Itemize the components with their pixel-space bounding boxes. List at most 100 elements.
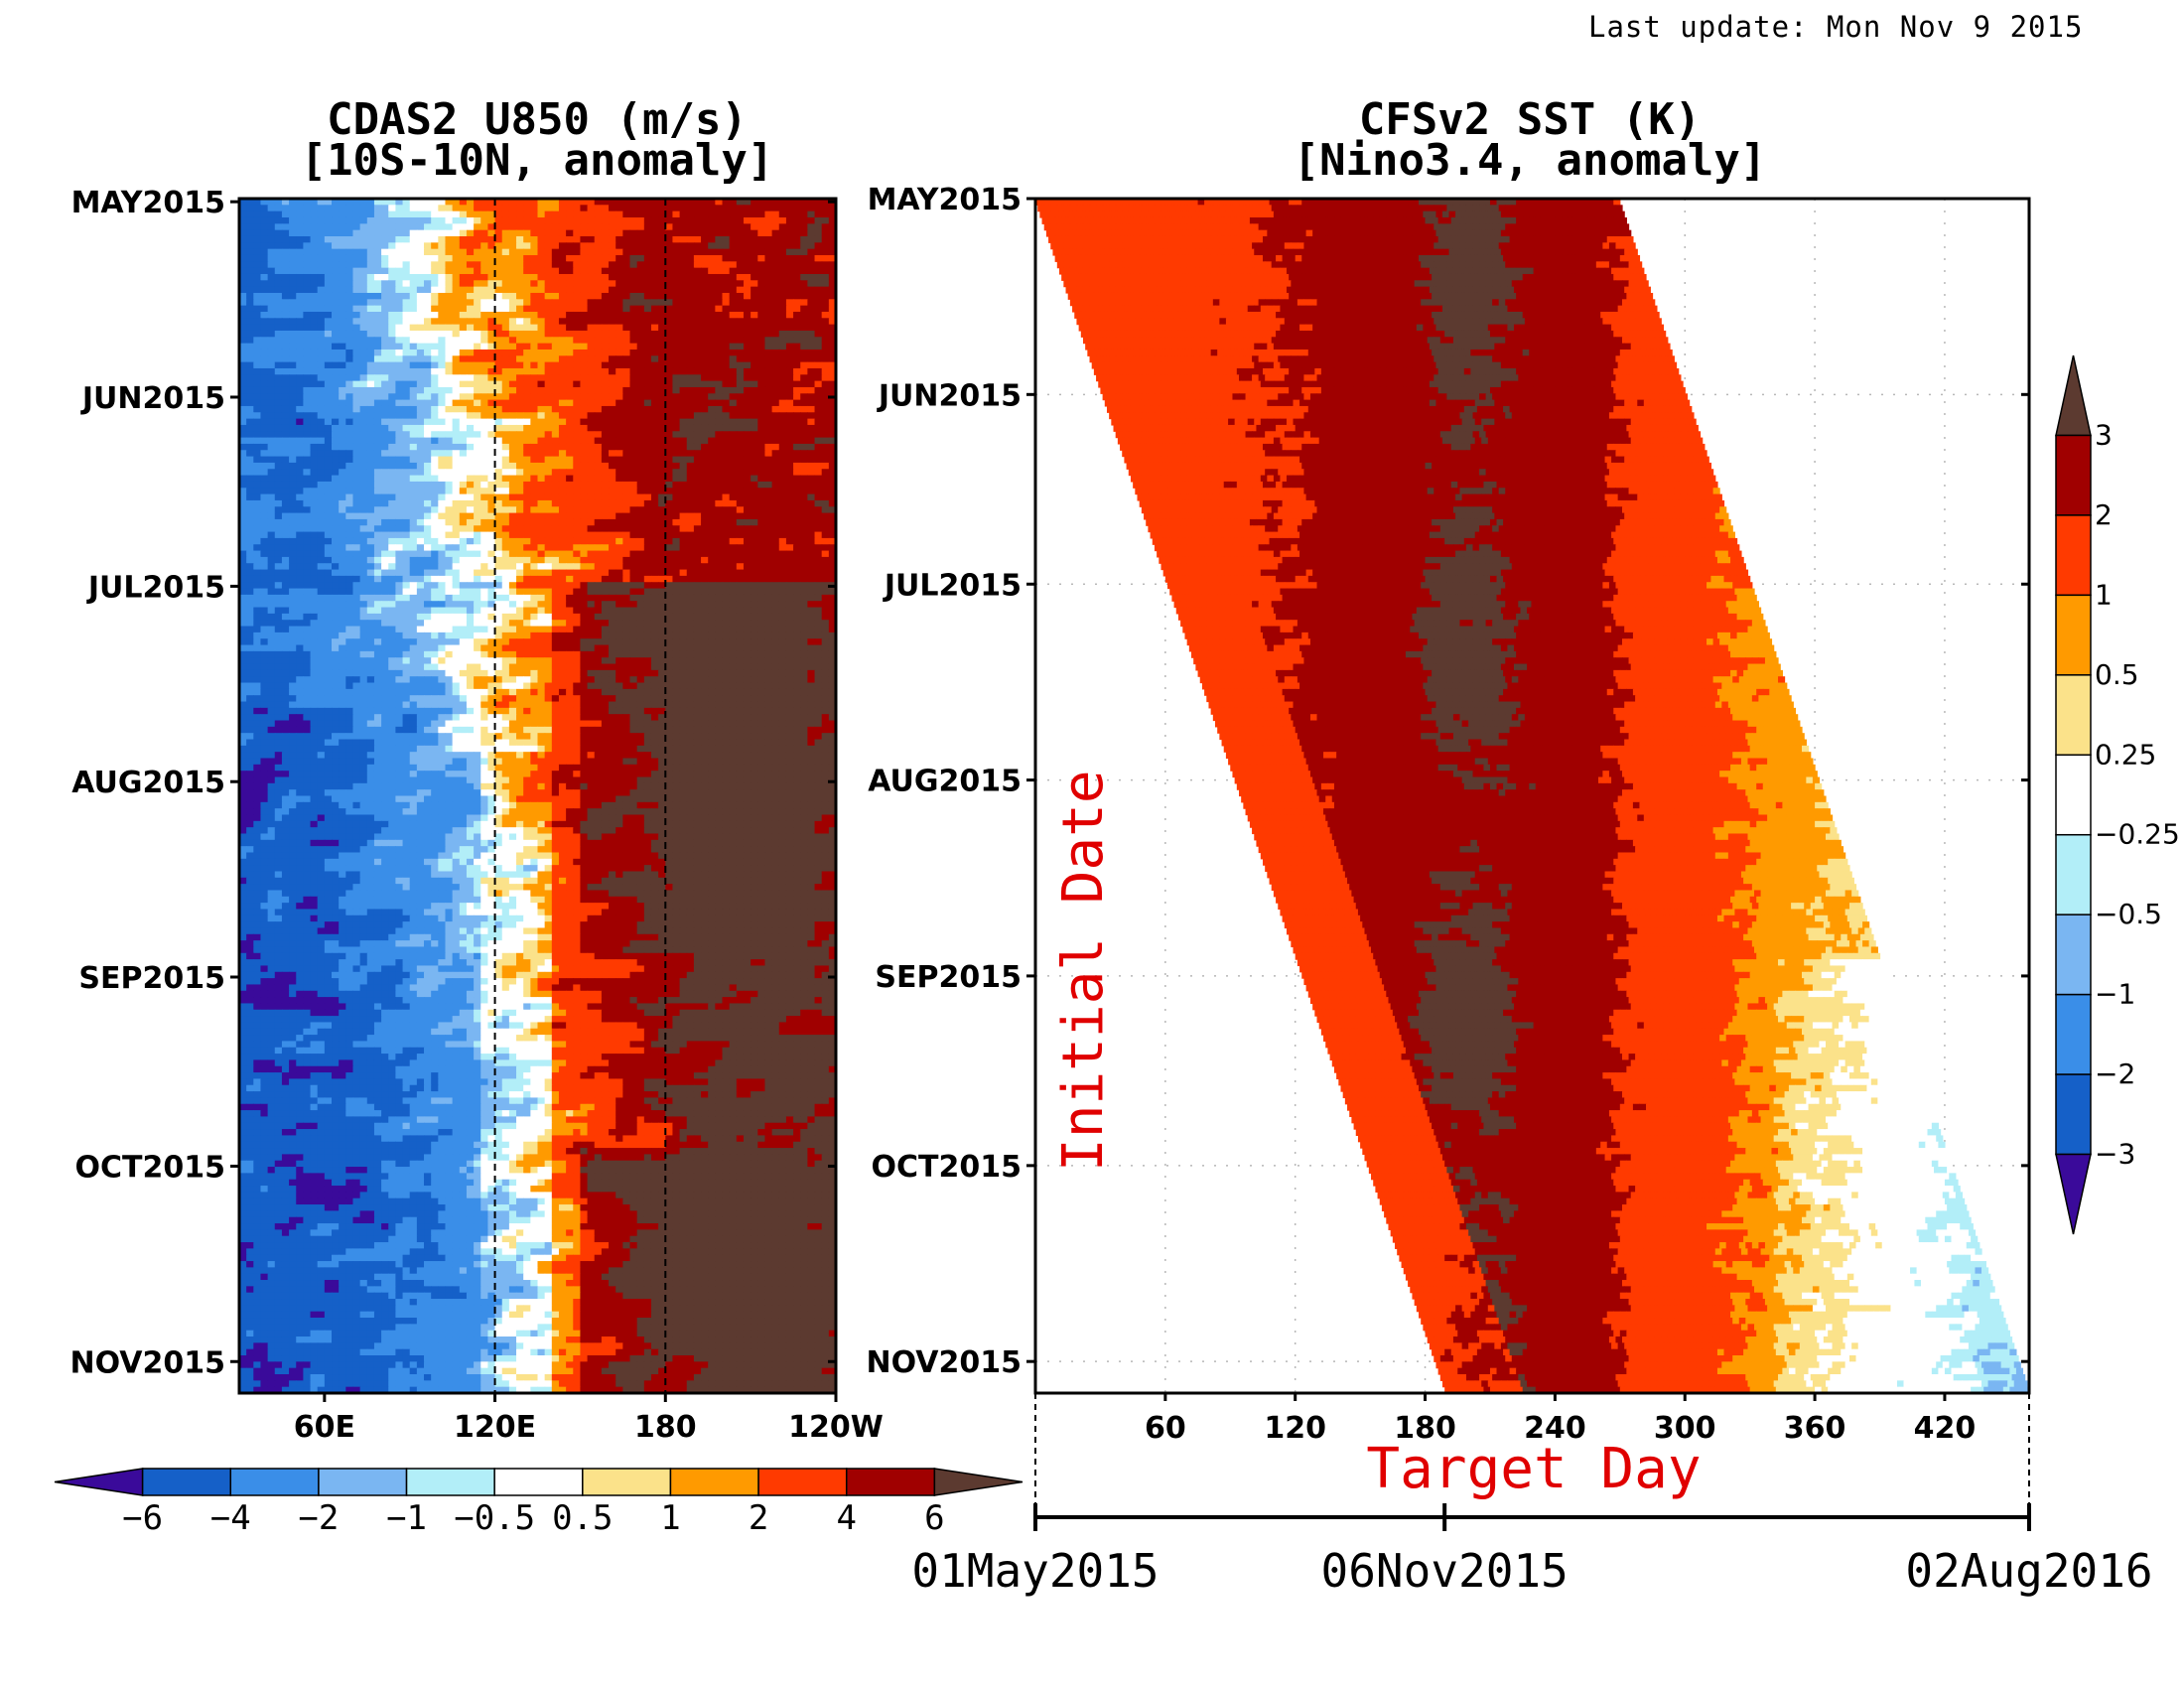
u850-cell [424, 324, 432, 332]
u850-cell [508, 311, 517, 319]
u850-cell [601, 512, 610, 520]
u850-cell [771, 544, 780, 552]
u850-cell [494, 475, 503, 483]
u850-cell [310, 499, 319, 507]
u850-cell [296, 311, 304, 319]
u850-cell [296, 199, 304, 206]
u850-cell [751, 242, 758, 250]
u850-cell [615, 280, 623, 288]
u850-cell [708, 393, 716, 401]
u850-cell [487, 499, 496, 507]
u850-cell [800, 488, 808, 495]
u850-cell [594, 456, 603, 464]
u850-cell [693, 506, 702, 514]
u850-cell [246, 280, 254, 288]
u850-cell [828, 481, 836, 489]
u850-cell [409, 216, 418, 224]
u850-cell [658, 393, 666, 401]
u850-cell [643, 324, 652, 332]
u850-cell [615, 305, 623, 313]
u850-cell [246, 481, 254, 489]
u850-cell [352, 280, 361, 288]
u850-cell [701, 254, 709, 262]
u850-cell [764, 318, 773, 326]
u850-cell [751, 506, 758, 514]
u850-cell [672, 481, 681, 489]
u850-cell [416, 386, 425, 394]
u850-cell [366, 318, 375, 326]
u850-cell [260, 437, 269, 445]
u850-cell [672, 437, 681, 445]
u850-cell [359, 437, 368, 445]
u850-cell [438, 261, 447, 269]
u850-cell [281, 355, 290, 363]
u850-cell [366, 361, 375, 369]
u850-cell [424, 343, 432, 351]
u850-cell [551, 475, 560, 483]
u850-cell [693, 424, 702, 432]
u850-cell [445, 518, 454, 526]
u850-cell [281, 443, 290, 451]
u850-cell [373, 399, 382, 407]
u850-cell [431, 556, 439, 564]
u850-cell [771, 525, 780, 533]
u850-cell [594, 412, 603, 420]
u850-cell [650, 550, 659, 558]
u850-cell [814, 324, 823, 332]
u850-cell [793, 499, 801, 507]
u850-cell [296, 324, 304, 332]
u850-cell [828, 499, 836, 507]
u850-cell [239, 355, 247, 363]
u850-cell [679, 531, 688, 539]
u850-cell [693, 399, 702, 407]
u850-cell [523, 235, 531, 243]
u850-cell [594, 518, 603, 526]
u850-cell [296, 556, 304, 564]
u850-cell [317, 361, 326, 369]
u850-cell [452, 273, 461, 281]
u850-cell [530, 367, 539, 375]
u850-cell [800, 462, 808, 470]
u850-cell [409, 223, 418, 231]
u850-cell [686, 254, 695, 262]
u850-cell [303, 205, 312, 212]
u850-cell [324, 437, 333, 445]
u850-cell [501, 506, 510, 514]
u850-cell [424, 235, 432, 243]
u850-cell [566, 424, 574, 432]
u850-cell [643, 550, 652, 558]
u850-cell [551, 280, 560, 288]
u850-cell [793, 355, 801, 363]
u850-cell [530, 537, 539, 545]
u850-cell [274, 424, 283, 432]
u850-cell [736, 488, 745, 495]
u850-cell [310, 267, 319, 275]
u850-cell [431, 386, 439, 394]
u850-cell [580, 349, 589, 356]
u850-cell [708, 386, 716, 394]
u850-cell [587, 211, 596, 218]
u850-cell [487, 393, 496, 401]
u850-cell [743, 399, 751, 407]
u850-cell [416, 349, 425, 356]
u850-cell [580, 386, 589, 394]
u850-cell [324, 475, 333, 483]
u850-cell [339, 330, 346, 338]
u850-cell [736, 324, 745, 332]
u850-cell [609, 493, 616, 501]
u850-cell [246, 324, 254, 332]
u850-cell [281, 367, 290, 375]
u850-cell [771, 512, 780, 520]
u850-cell [523, 299, 531, 307]
u850-cell [679, 199, 688, 206]
u850-cell [729, 405, 738, 413]
u850-cell [672, 211, 681, 218]
u850-cell [359, 318, 368, 326]
u850-cell [580, 305, 589, 313]
u850-cell [388, 374, 396, 382]
u850-cell [537, 273, 546, 281]
u850-cell [310, 343, 319, 351]
u850-cell [609, 229, 616, 237]
u850-cell [402, 311, 411, 319]
u850-cell [438, 324, 447, 332]
